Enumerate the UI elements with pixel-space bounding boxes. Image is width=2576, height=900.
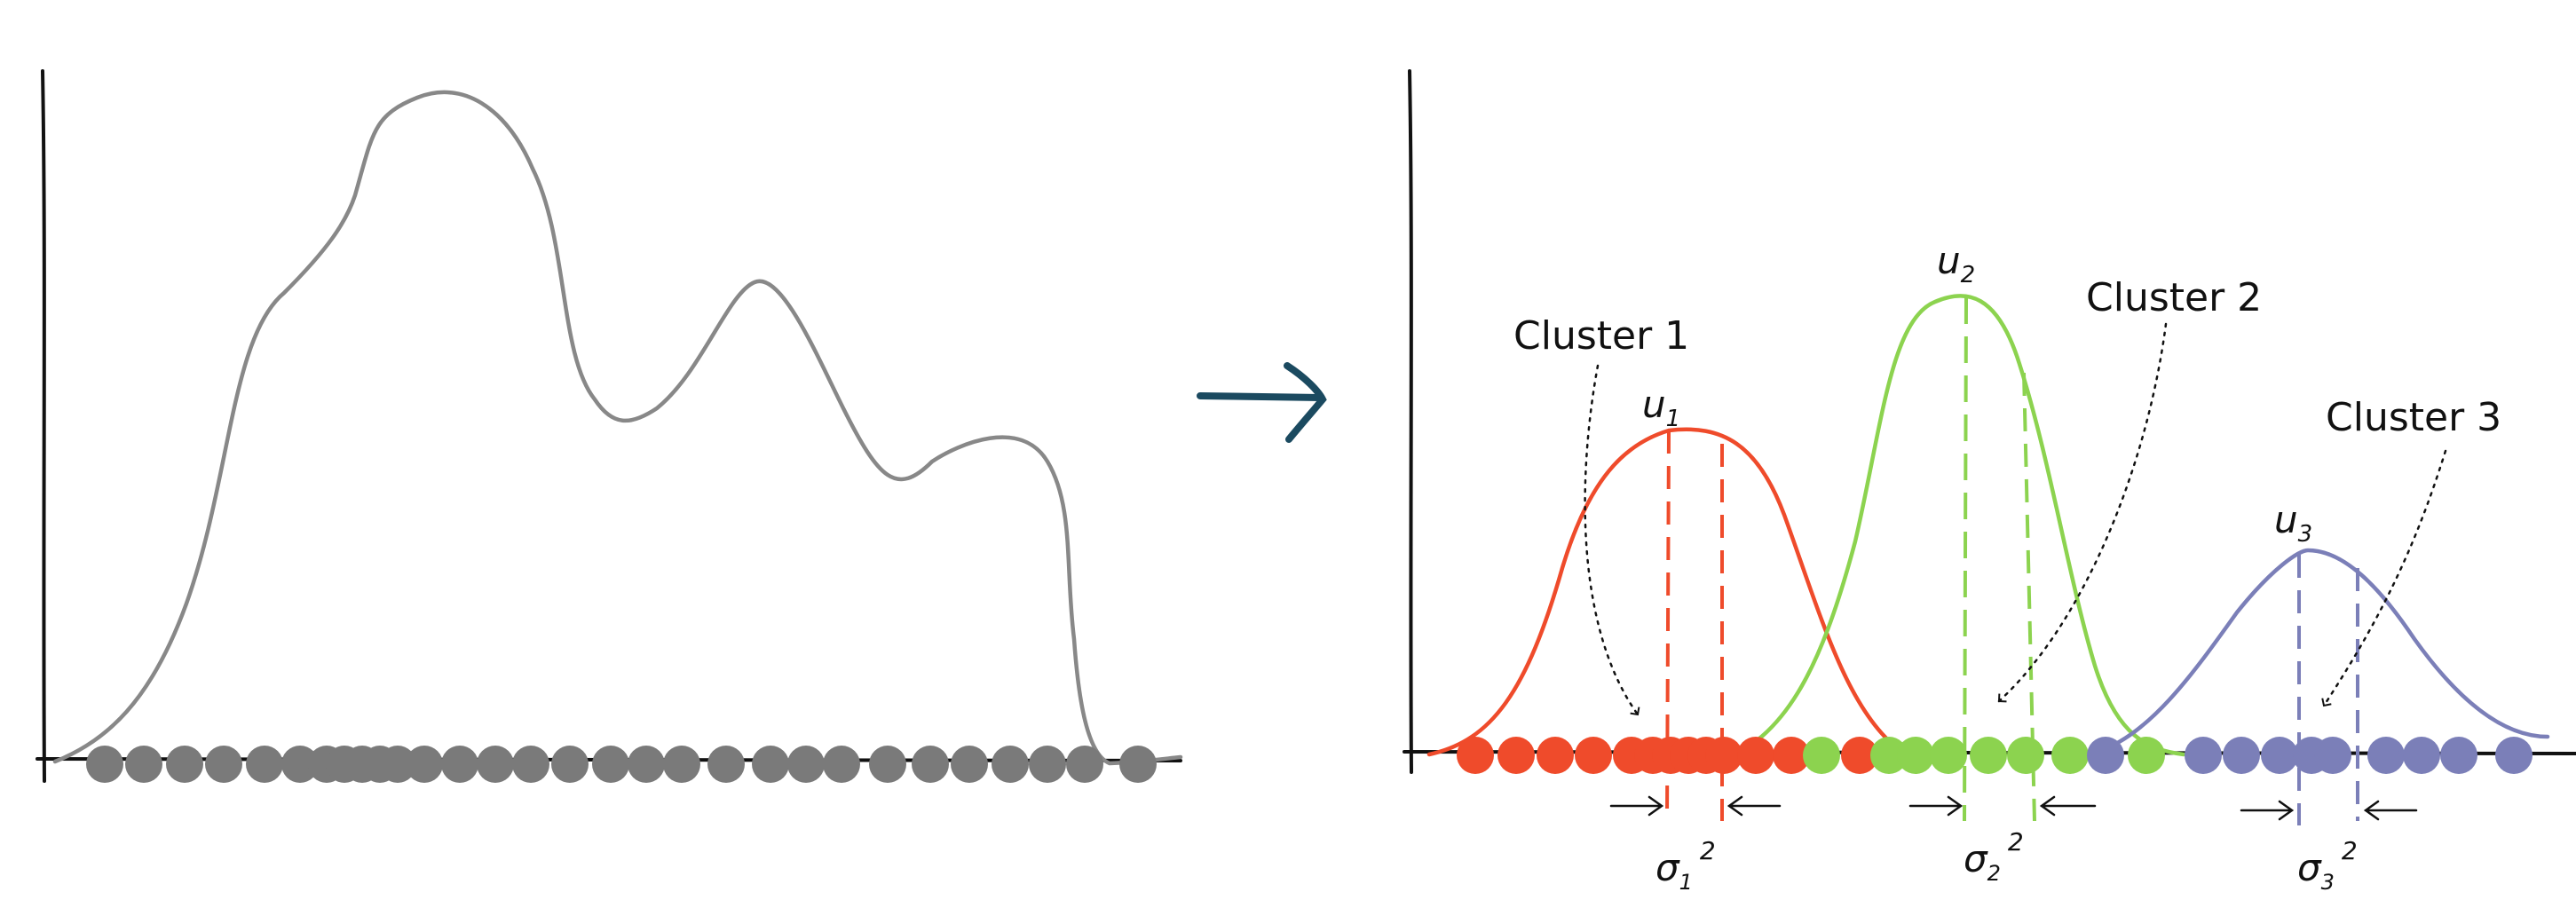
data-point — [406, 746, 443, 783]
cluster1-variance-label: σ12 — [1655, 836, 1716, 895]
cluster2-data-point — [2007, 737, 2044, 774]
data-point — [628, 746, 665, 783]
data-point — [752, 746, 789, 783]
cluster1-gaussian — [1429, 430, 1900, 754]
mixture-density-curve — [55, 92, 1181, 763]
data-point — [125, 746, 162, 783]
right-y-axis — [1410, 71, 1411, 772]
cluster2-data-point — [1803, 737, 1840, 774]
data-point — [992, 746, 1029, 783]
cluster2-variance-label: σ22 — [1964, 827, 2024, 886]
cluster1-data-point — [1737, 737, 1774, 774]
cluster3-data-point — [2403, 737, 2440, 774]
data-point — [246, 746, 283, 783]
right-panel: Cluster 1 Cluster 2 Cluster 3 u1 u2 u3 σ… — [1404, 71, 2576, 895]
cluster3-data-point — [2314, 737, 2351, 774]
left-data-points — [86, 746, 1157, 783]
cluster1-label: Cluster 1 — [1513, 313, 1689, 359]
data-point — [1066, 746, 1103, 783]
cluster3-data-point — [2495, 737, 2533, 774]
cluster3-variance-label: σ32 — [2297, 836, 2358, 895]
cluster3-label: Cluster 3 — [2326, 395, 2501, 440]
cluster1-data-point — [1497, 737, 1535, 774]
data-point — [1119, 746, 1157, 783]
data-point — [86, 746, 123, 783]
left-y-axis — [43, 71, 44, 781]
cluster1-callout — [1585, 366, 1638, 714]
cluster2-data-point — [2128, 737, 2165, 774]
variance-arrows — [1611, 797, 2416, 819]
cluster1-data-point — [1457, 737, 1494, 774]
cluster3-mean-label: u3 — [2274, 498, 2312, 548]
data-point — [166, 746, 203, 783]
cluster2-data-point — [1970, 737, 2007, 774]
data-point — [912, 746, 949, 783]
data-point — [869, 746, 906, 783]
data-point — [205, 746, 242, 783]
data-point — [551, 746, 589, 783]
left-panel — [37, 71, 1181, 783]
cluster2-data-point — [2051, 737, 2089, 774]
data-point — [512, 746, 549, 783]
callout-arrows — [1585, 324, 2446, 714]
cluster2-mean-label: u2 — [1937, 239, 1975, 288]
cluster2-data-point — [1897, 737, 1934, 774]
right-data-points — [1457, 737, 2533, 774]
data-point — [1029, 746, 1066, 783]
cluster3-data-point — [2440, 737, 2477, 774]
cluster1-data-point — [1575, 737, 1612, 774]
cluster2-data-point — [1930, 737, 1967, 774]
data-point — [951, 746, 988, 783]
data-point — [707, 746, 745, 783]
cluster3-data-point — [2367, 737, 2405, 774]
data-point — [787, 746, 825, 783]
cluster1-data-point — [1705, 737, 1742, 774]
data-point — [592, 746, 629, 783]
cluster3-gaussian — [2095, 550, 2548, 753]
cluster3-data-point — [2223, 737, 2260, 774]
cluster2-label: Cluster 2 — [2086, 275, 2262, 320]
cluster2-mean-line — [1964, 297, 1966, 821]
data-point — [663, 746, 700, 783]
data-point — [441, 746, 478, 783]
cluster1-mean-label: u1 — [1642, 383, 1680, 432]
cluster3-data-point — [2087, 737, 2124, 774]
transform-arrow — [1200, 366, 1323, 439]
data-point — [477, 746, 514, 783]
cluster1-data-point — [1537, 737, 1574, 774]
cluster3-data-point — [2261, 737, 2298, 774]
cluster3-data-point — [2185, 737, 2222, 774]
cluster3-callout — [2324, 451, 2446, 706]
data-point — [823, 746, 860, 783]
